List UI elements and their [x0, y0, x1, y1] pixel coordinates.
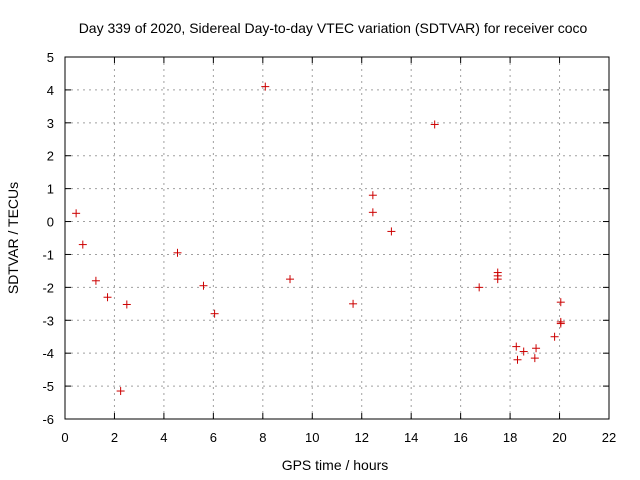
- x-tick-label: 10: [305, 430, 319, 445]
- plot-frame: [64, 56, 610, 420]
- y-tick-label: -3: [42, 313, 54, 328]
- data-point: [173, 248, 182, 257]
- data-point: [530, 354, 539, 363]
- data-point: [556, 298, 565, 307]
- data-point: [512, 342, 521, 351]
- data-point: [91, 276, 100, 285]
- y-tick-label: 1: [47, 182, 54, 197]
- data-point: [261, 82, 270, 91]
- data-point: [210, 309, 219, 318]
- data-point: [493, 275, 502, 284]
- data-point: [199, 281, 208, 290]
- y-tick-label: -6: [42, 412, 54, 427]
- x-tick-label: 18: [503, 430, 517, 445]
- data-point: [286, 275, 295, 284]
- x-tick-label: 6: [210, 430, 217, 445]
- data-points: [72, 82, 565, 396]
- y-tick-label: 3: [47, 116, 54, 131]
- x-tick-label: 2: [111, 430, 118, 445]
- x-tick-label: 4: [160, 430, 167, 445]
- x-axis-label: GPS time / hours: [282, 457, 389, 473]
- data-point: [122, 300, 131, 309]
- y-axis-label: SDTVAR / TECUs: [5, 182, 21, 294]
- data-point: [550, 332, 559, 341]
- data-point: [72, 209, 81, 218]
- x-tick-label: 14: [404, 430, 418, 445]
- y-tick-label: -2: [42, 280, 54, 295]
- data-point: [532, 344, 541, 353]
- data-point: [513, 355, 522, 364]
- x-tick-label: 20: [552, 430, 566, 445]
- data-point: [430, 120, 439, 129]
- x-tick-label: 22: [602, 430, 616, 445]
- y-tick-label: 5: [47, 50, 54, 65]
- data-point: [368, 208, 377, 217]
- y-tick-label: -5: [42, 379, 54, 394]
- data-point: [387, 227, 396, 236]
- chart-title: Day 339 of 2020, Sidereal Day-to-day VTE…: [79, 20, 588, 36]
- data-point: [78, 240, 87, 249]
- grid-lines: [65, 57, 609, 419]
- y-tick-label: 4: [47, 83, 54, 98]
- x-tick-label: 8: [259, 430, 266, 445]
- x-tick-label: 12: [354, 430, 368, 445]
- data-point: [349, 299, 358, 308]
- data-point: [556, 319, 565, 328]
- data-point: [116, 387, 125, 396]
- y-tick-label: 0: [47, 215, 54, 230]
- y-tick-label: 2: [47, 149, 54, 164]
- x-tick-label: 16: [453, 430, 467, 445]
- data-point: [519, 347, 528, 356]
- data-point: [475, 283, 484, 292]
- data-point: [103, 293, 112, 302]
- y-tick-label: -1: [42, 247, 54, 262]
- data-point: [368, 191, 377, 200]
- y-tick-label: -4: [42, 346, 54, 361]
- x-tick-label: 0: [61, 430, 68, 445]
